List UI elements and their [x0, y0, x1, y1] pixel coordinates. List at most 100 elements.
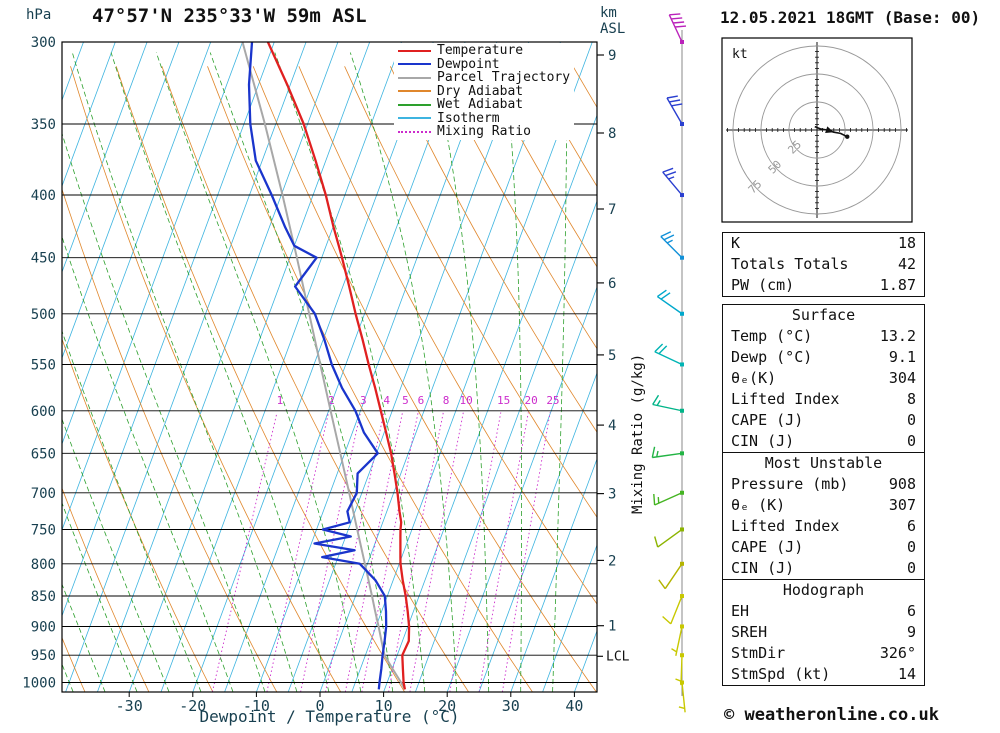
- isotherm-line: [62, 42, 212, 446]
- mixing-ratio-value: 15: [497, 394, 510, 407]
- lcl-label: LCL: [606, 649, 630, 664]
- mixing-ratio-line: [325, 412, 385, 692]
- stat-value: 326°: [879, 644, 916, 662]
- stats-table: K 18 Totals Totals 42 PW (cm) 1.87: [722, 232, 925, 297]
- mixing-ratio-value: 4: [383, 394, 390, 407]
- mixing-ratio-value: 3: [360, 394, 367, 407]
- stat-row: θₑ (K) 307: [723, 495, 924, 516]
- isotherm-line: [62, 42, 180, 360]
- stat-label: CAPE (J): [731, 538, 804, 556]
- mixing-ratio-value: 25: [546, 394, 559, 407]
- stats-table: Hodograph EH 6 SREH 9 StmDir 326° StmSpd (kt) 14: [722, 579, 925, 686]
- legend-item: Wet Adiabat: [398, 97, 570, 112]
- temp-tick-label: -20: [179, 697, 206, 715]
- mixing-ratio-line: [266, 412, 329, 692]
- legend-label: Temperature: [437, 43, 524, 59]
- dry-adiabat-line: [389, 66, 597, 433]
- wind-level-dot: [680, 362, 684, 367]
- stat-label: StmDir: [731, 644, 786, 662]
- legend-swatch: [398, 130, 431, 133]
- wind-level-dot: [680, 311, 684, 316]
- temp-tick-label: -10: [243, 697, 270, 715]
- datetime-title: 12.05.2021 18GMT (Base: 00): [720, 8, 981, 27]
- pressure-tick-label: 600: [31, 404, 56, 420]
- wind-barb: [656, 289, 683, 315]
- wind-barb: [666, 95, 683, 125]
- altitude-unit-km: km: [600, 5, 617, 21]
- temperature-axis: -30 -20 -10 0 10 20 30 40: [116, 692, 583, 715]
- stat-label: Dewp (°C): [731, 348, 813, 366]
- wind-level-dot: [680, 490, 684, 495]
- stat-value: 1.87: [879, 276, 916, 294]
- pressure-tick-label: 500: [31, 307, 56, 323]
- temp-tick-label: 10: [375, 697, 393, 715]
- mixing-ratio-line: [388, 412, 444, 692]
- legend-swatch: [398, 90, 431, 93]
- hodograph-unit-label: kt: [732, 47, 748, 62]
- legend-item: Temperature: [398, 43, 570, 59]
- pressure-tick-label: 650: [31, 446, 56, 462]
- dry-adiabat-line: [298, 66, 597, 605]
- isotherm-line: [383, 114, 597, 692]
- isotherm-line: [128, 42, 371, 692]
- km-tick-label: 3: [608, 487, 616, 503]
- stats-table: Most Unstable Pressure (mb) 908 θₑ (K) 307 Li…: [722, 452, 925, 580]
- altitude-axis: 1 2 3 4 5 6 7 8 9 LCL: [597, 48, 630, 664]
- mixing-ratio-line: [300, 412, 361, 692]
- isotherm-line: [319, 42, 561, 692]
- stat-value: 9.1: [888, 348, 916, 366]
- stat-label: Pressure (mb): [731, 475, 849, 493]
- mixing-ratio-lines: [211, 412, 551, 692]
- hodograph-ring: [732, 45, 902, 215]
- mixing-ratio-value: 5: [402, 394, 409, 407]
- legend-label: Dewpoint: [437, 56, 500, 72]
- stats-section-title: Most Unstable: [764, 454, 883, 472]
- legend-label: Parcel Trajectory: [437, 70, 571, 86]
- stat-row: CIN (J) 0: [723, 558, 924, 579]
- stats-section-title: Surface: [791, 306, 856, 324]
- legend: Temperature Dewpoint Parcel Trajectory Dry …: [394, 43, 575, 140]
- stat-value: 6: [906, 602, 916, 620]
- legend-item: Mixing Ratio: [398, 124, 570, 140]
- wind-barb: [654, 343, 683, 366]
- km-tick-label: 4: [608, 418, 616, 434]
- wind-barb: [662, 167, 683, 196]
- isotherm-line: [351, 42, 593, 692]
- temperature-curve: [266, 42, 411, 690]
- temp-tick-label: 40: [565, 697, 583, 715]
- stats-table: Surface Temp (°C) 13.2 Dewp (°C) 9.1 θₑ(K) 304…: [722, 304, 925, 453]
- mixing-ratio-line: [501, 412, 551, 692]
- stat-row: EH 6: [723, 601, 924, 622]
- km-tick-label: 7: [608, 202, 616, 218]
- pressure-tick-label: 300: [31, 35, 56, 51]
- altitude-unit-asl: ASL: [600, 21, 626, 37]
- legend-label: Mixing Ratio: [437, 124, 531, 140]
- mixing-ratio-line: [409, 412, 464, 692]
- stat-value: 304: [888, 369, 916, 387]
- pressure-grid: 300 350 400 450 500 550 600 650 700 750 800 850 900 9…: [22, 35, 597, 692]
- stat-row: CAPE (J) 0: [723, 537, 924, 558]
- isotherm-line: [224, 42, 466, 692]
- legend-swatch: [398, 49, 431, 52]
- stats-panel: K 18 Totals Totals 42 PW (cm) 1.87 Surface Temp…: [722, 232, 925, 686]
- stat-value: 0: [906, 432, 916, 450]
- parcel-trajectory-curve: [241, 42, 406, 690]
- stat-value: 9: [906, 623, 916, 641]
- stat-row: Totals Totals 42: [723, 254, 924, 275]
- mixing-ratio-axis-label: Mixing Ratio (g/kg): [630, 353, 646, 515]
- stat-label: K: [731, 234, 741, 252]
- km-tick-label: 5: [608, 348, 616, 364]
- stat-row: CAPE (J) 0: [723, 410, 924, 431]
- dry-adiabat-line: [115, 66, 405, 692]
- stat-value: 307: [888, 496, 916, 514]
- isotherm-line: [287, 42, 530, 692]
- wind-barb: [662, 595, 683, 625]
- stats-section-title: Hodograph: [782, 581, 865, 599]
- dry-adiabat-line: [435, 66, 597, 350]
- stat-label: Lifted Index: [731, 390, 840, 408]
- stat-label: EH: [731, 602, 750, 620]
- isotherm-line: [97, 42, 339, 692]
